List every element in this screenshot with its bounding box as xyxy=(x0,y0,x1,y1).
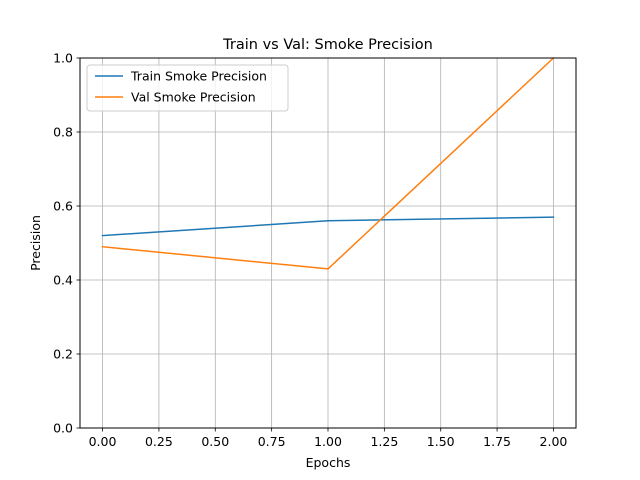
series-line-train xyxy=(101,216,555,237)
legend-label-train: Train Smoke Precision xyxy=(130,69,267,84)
series-line-val xyxy=(101,56,555,270)
x-tick-label: 0.00 xyxy=(89,434,117,449)
grid xyxy=(80,57,576,429)
y-axis-label: Precision xyxy=(28,215,43,271)
x-tick-label: 1.25 xyxy=(370,434,398,449)
x-tick-label: 0.50 xyxy=(201,434,229,449)
x-axis-label: Epochs xyxy=(306,455,351,470)
x-tick-label: 1.00 xyxy=(314,434,342,449)
y-tick-label: 0.4 xyxy=(53,273,73,288)
x-tick-label: 0.75 xyxy=(258,434,286,449)
y-tick-label: 0.6 xyxy=(53,199,73,214)
y-tick-label: 0.2 xyxy=(53,347,73,362)
x-tick-label: 2.00 xyxy=(540,434,568,449)
x-tick-label: 1.75 xyxy=(483,434,511,449)
plot-lines xyxy=(101,56,555,270)
y-tick-label: 1.0 xyxy=(53,51,73,66)
legend-label-val: Val Smoke Precision xyxy=(131,90,256,105)
x-tick-label: 0.25 xyxy=(145,434,173,449)
y-axis-ticks: 0.0 0.2 0.4 0.6 0.8 1.0 xyxy=(53,51,80,436)
legend: Train Smoke Precision Val Smoke Precisio… xyxy=(86,64,289,112)
chart-title: Train vs Val: Smoke Precision xyxy=(222,37,433,53)
x-axis-ticks: 0.00 0.25 0.50 0.75 1.00 1.25 1.50 1.75 2.00 xyxy=(89,428,568,449)
x-tick-label: 1.50 xyxy=(427,434,455,449)
legend-box xyxy=(86,64,289,112)
y-tick-label: 0.8 xyxy=(53,125,73,140)
y-tick-label: 0.0 xyxy=(53,421,73,436)
